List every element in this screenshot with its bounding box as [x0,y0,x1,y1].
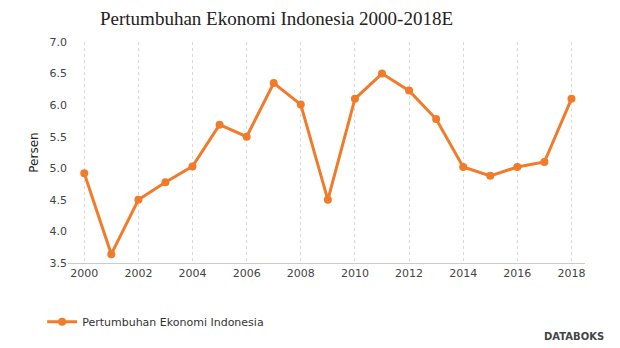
svg-text:2004: 2004 [179,267,207,280]
svg-text:2000: 2000 [70,267,98,280]
svg-text:Pertumbuhan Ekonomi Indonesia: Pertumbuhan Ekonomi Indonesia 2000-2018E [100,8,453,29]
svg-text:2002: 2002 [124,267,152,280]
svg-text:4.5: 4.5 [50,194,68,207]
svg-text:6.5: 6.5 [50,67,68,80]
svg-text:Pertumbuhan Ekonomi Indonesia: Pertumbuhan Ekonomi Indonesia [82,316,264,329]
svg-text:5.5: 5.5 [50,131,68,144]
svg-text:2014: 2014 [449,267,477,280]
svg-text:2018: 2018 [557,267,585,280]
svg-text:7.0: 7.0 [50,36,68,49]
svg-text:2016: 2016 [503,267,531,280]
svg-text:6.0: 6.0 [50,99,68,112]
svg-text:2008: 2008 [287,267,315,280]
svg-text:DATABOKS: DATABOKS [544,331,604,342]
svg-text:5.0: 5.0 [50,162,68,175]
svg-text:2012: 2012 [395,267,423,280]
svg-text:Persen: Persen [27,132,41,172]
svg-text:3.5: 3.5 [50,257,68,270]
svg-text:2006: 2006 [233,267,261,280]
svg-text:2010: 2010 [341,267,369,280]
svg-text:4.0: 4.0 [50,225,68,238]
